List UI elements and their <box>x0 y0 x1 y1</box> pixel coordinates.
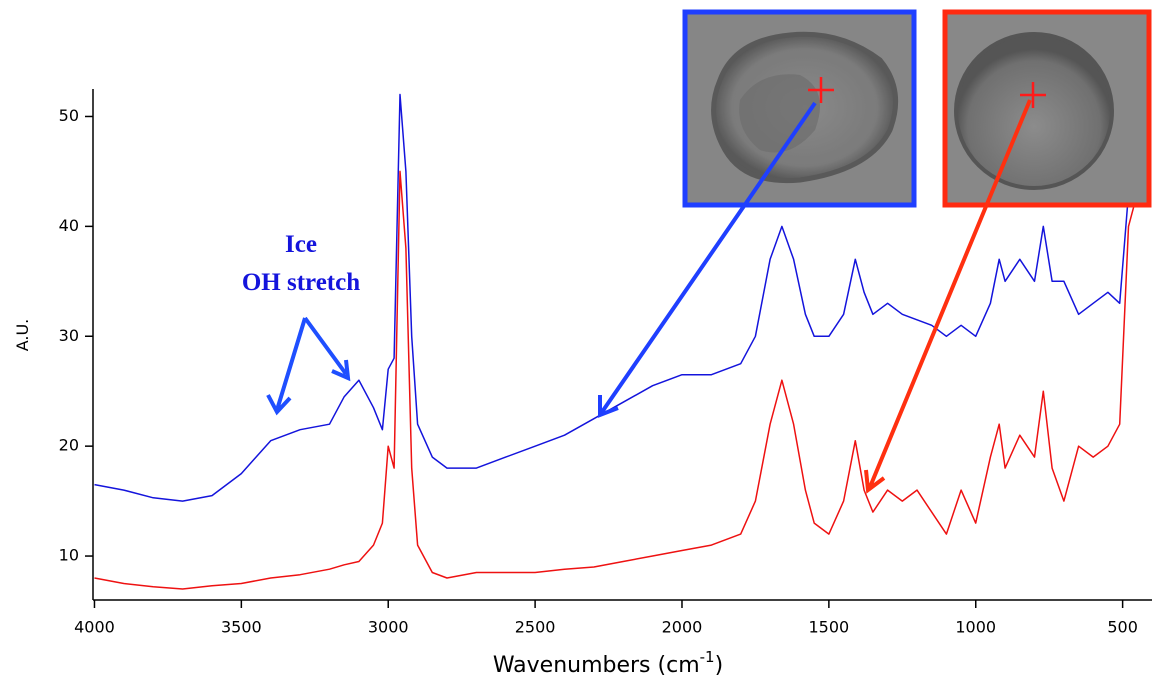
x-tick-label: 1500 <box>809 618 850 637</box>
pointer-arrows <box>598 99 1032 494</box>
y-tick-label: 50 <box>59 106 79 125</box>
x-tick-label: 2000 <box>662 618 703 637</box>
y-tick-label: 20 <box>59 436 79 455</box>
annotation: Ice <box>285 231 317 258</box>
x-axis-title-sup: -1 <box>700 648 715 666</box>
plot-area <box>94 93 1150 590</box>
x-tick-label: 3000 <box>368 618 409 637</box>
x-tick-label: 3500 <box>221 618 262 637</box>
annotation: OH stretch <box>242 269 360 296</box>
x-tick-label: 4000 <box>74 618 115 637</box>
y-tick-label: 10 <box>59 546 79 565</box>
x-axis-title-end: ) <box>715 653 724 678</box>
y-tick-label: 40 <box>59 216 79 235</box>
spectrum-line <box>94 170 1150 590</box>
x-axis-title: Wavenumbers (cm-1) <box>493 648 723 678</box>
y-tick-label: 30 <box>59 326 79 345</box>
x-axis-title-main: Wavenumbers (cm <box>493 653 700 678</box>
x-tick-label: 2500 <box>515 618 556 637</box>
y-axis-title: A.U. <box>13 319 32 352</box>
ice-arrows <box>266 316 351 416</box>
x-tick-label: 1000 <box>955 618 996 637</box>
x-tick-label: 500 <box>1107 618 1138 637</box>
inset-red <box>942 9 1152 208</box>
spectrum-line <box>94 93 1150 502</box>
inset-blue <box>682 9 917 208</box>
